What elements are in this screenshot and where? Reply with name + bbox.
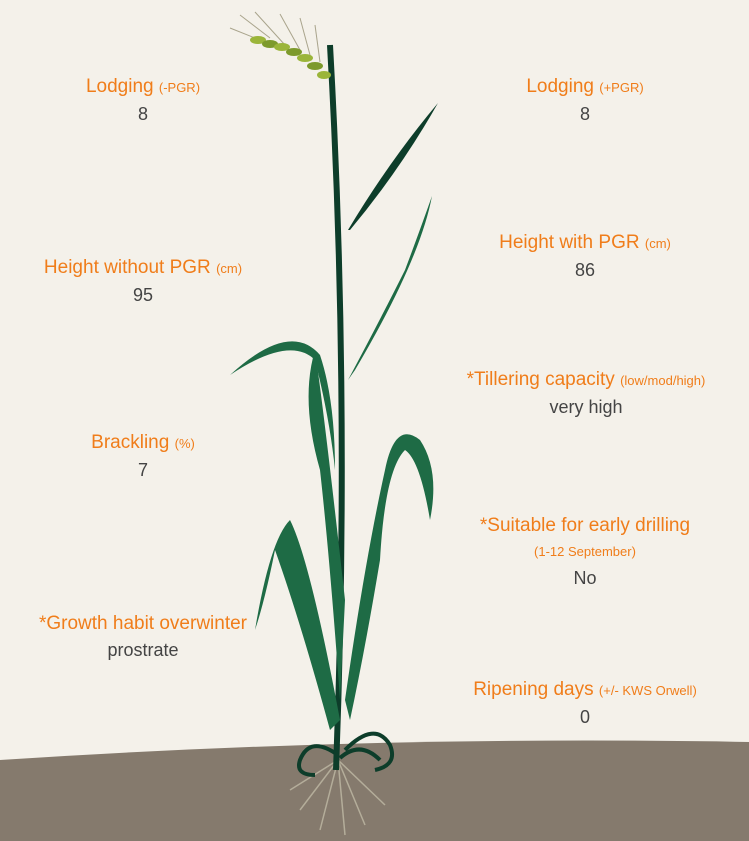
- trait-label: Lodging (-PGR): [0, 74, 303, 101]
- trait-label: Brackling (%): [0, 430, 303, 457]
- trait-label: Ripening days (+/- KWS Orwell): [425, 677, 745, 704]
- value: 95: [132, 285, 154, 305]
- trait: Height with PGR (cm) 86: [425, 230, 745, 283]
- trait: *Growth habit overwinter prostrate: [0, 611, 303, 663]
- label: *Growth habit overwinter: [38, 613, 248, 634]
- leaf: [348, 196, 432, 380]
- unit: (-PGR): [158, 80, 201, 95]
- trait: Lodging (-PGR) 8: [0, 74, 303, 127]
- label: Lodging: [526, 76, 594, 97]
- unit: (cm): [644, 236, 671, 251]
- label: *Tillering capacity: [466, 369, 615, 390]
- trait: *Suitable for early drilling (1-12 Septe…: [425, 513, 745, 591]
- roots: [289, 759, 386, 836]
- value: 7: [137, 460, 148, 480]
- unit: (%): [174, 436, 195, 451]
- unit: (cm): [216, 261, 243, 276]
- value: very high: [549, 397, 623, 417]
- value: 8: [579, 104, 590, 124]
- trait: Height without PGR (cm) 95: [0, 255, 303, 308]
- value: prostrate: [107, 640, 179, 660]
- tiller-roots: [297, 731, 395, 777]
- label: Lodging: [85, 76, 154, 97]
- ground: [0, 740, 749, 841]
- leaf: [255, 520, 340, 730]
- trait: Lodging (+PGR) 8: [425, 74, 745, 127]
- unit: (+PGR): [599, 80, 644, 95]
- trait-label: Height without PGR (cm): [0, 255, 303, 282]
- label: Height without PGR: [43, 257, 211, 278]
- label: Height with PGR: [499, 232, 640, 253]
- value: 8: [137, 104, 148, 124]
- label: Brackling: [91, 432, 170, 453]
- trait-label: *Tillering capacity (low/mod/high): [424, 367, 748, 394]
- leaf: [348, 103, 438, 230]
- unit: (1-12 September): [534, 544, 636, 559]
- unit: (+/- KWS Orwell): [598, 683, 697, 698]
- label: *Suitable for early drilling: [479, 515, 691, 536]
- unit: (low/mod/high): [620, 373, 706, 388]
- leaf: [308, 350, 345, 700]
- trait-label: Height with PGR (cm): [425, 230, 745, 257]
- value: 86: [574, 260, 596, 280]
- value: No: [573, 568, 597, 588]
- leaf: [345, 434, 434, 720]
- trait: Brackling (%) 7: [0, 430, 303, 483]
- trait: *Tillering capacity (low/mod/high) very …: [424, 367, 748, 420]
- label: Ripening days: [473, 679, 594, 700]
- value: 0: [579, 707, 590, 727]
- trait: Ripening days (+/- KWS Orwell) 0: [425, 677, 745, 730]
- ear: [250, 36, 331, 79]
- trait-label: Lodging (+PGR): [425, 74, 745, 101]
